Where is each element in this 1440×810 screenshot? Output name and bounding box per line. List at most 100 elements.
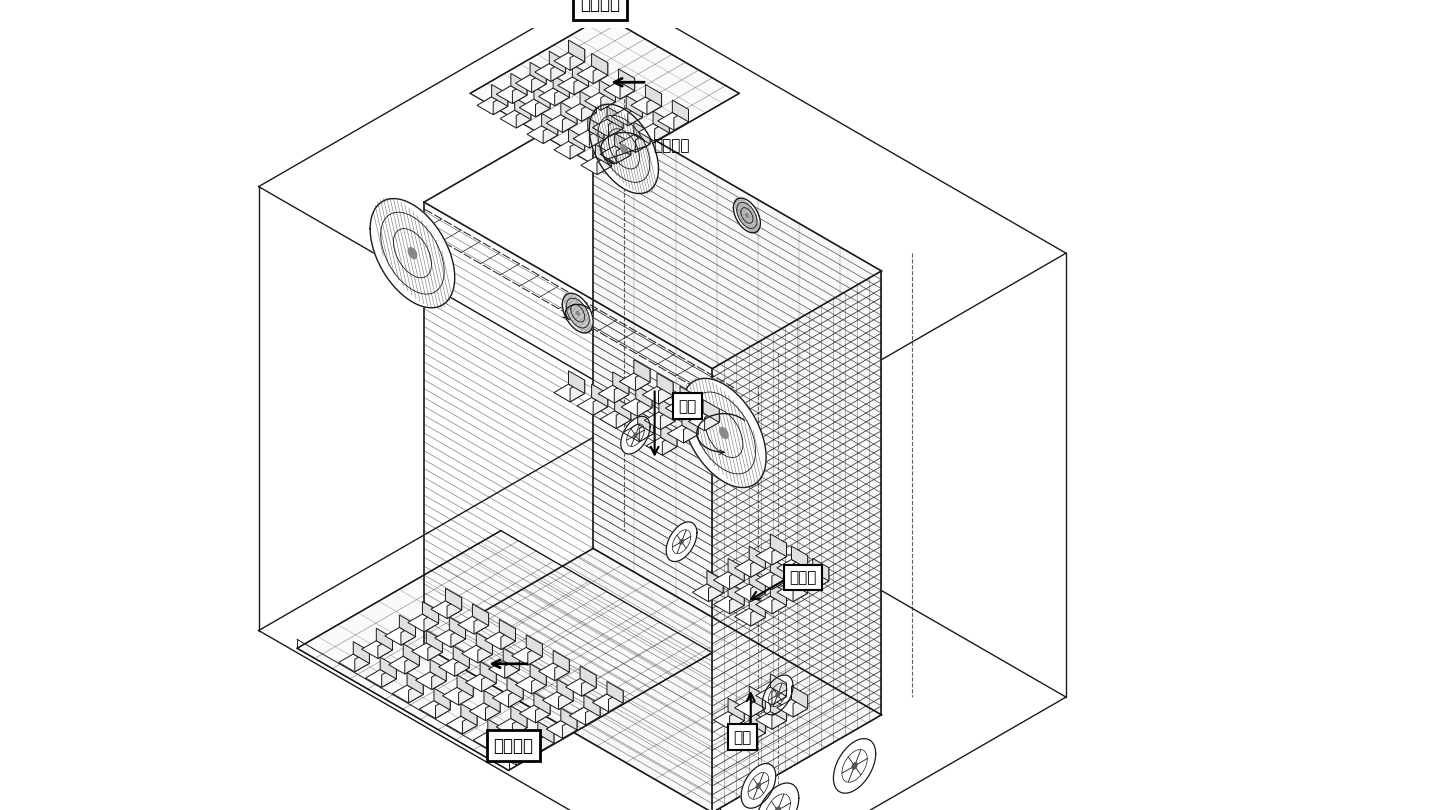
Polygon shape [409,682,423,703]
Polygon shape [729,582,744,605]
Polygon shape [589,127,603,148]
Polygon shape [504,658,520,679]
Polygon shape [462,713,477,734]
Polygon shape [619,134,649,152]
Polygon shape [756,783,799,810]
Polygon shape [778,584,808,602]
Text: 製品搬出: 製品搬出 [494,736,533,755]
Polygon shape [446,716,477,734]
Text: 上昇: 上昇 [678,399,697,414]
Polygon shape [539,88,569,106]
Polygon shape [756,596,786,614]
Polygon shape [520,705,550,723]
Polygon shape [492,689,523,707]
Polygon shape [513,83,527,104]
Polygon shape [554,660,569,680]
Polygon shape [569,707,600,725]
Polygon shape [570,139,585,159]
Polygon shape [569,40,585,62]
Polygon shape [593,104,881,715]
Polygon shape [734,560,766,578]
Polygon shape [749,710,766,733]
Polygon shape [422,602,439,624]
Polygon shape [370,198,455,308]
Polygon shape [569,371,585,394]
Polygon shape [793,695,808,717]
Polygon shape [445,588,462,610]
Polygon shape [338,654,370,671]
Polygon shape [560,708,577,730]
Polygon shape [554,384,585,402]
Polygon shape [523,734,554,752]
Polygon shape [516,75,546,92]
Polygon shape [742,764,776,808]
Polygon shape [636,386,652,408]
Polygon shape [472,604,488,625]
Polygon shape [621,416,649,454]
Polygon shape [531,71,546,92]
Polygon shape [582,100,596,122]
Polygon shape [569,129,585,151]
Polygon shape [416,671,446,689]
Polygon shape [655,121,670,141]
Polygon shape [575,74,589,95]
Polygon shape [297,531,713,770]
Polygon shape [393,685,423,703]
Polygon shape [426,630,442,652]
Polygon shape [730,568,744,590]
Polygon shape [449,617,465,639]
Polygon shape [500,620,516,642]
Polygon shape [707,570,723,593]
Polygon shape [730,592,744,614]
Polygon shape [514,98,531,120]
Polygon shape [681,378,766,488]
Polygon shape [770,534,786,556]
Polygon shape [713,271,881,810]
Polygon shape [772,568,786,590]
Polygon shape [534,64,566,81]
Polygon shape [539,663,569,680]
Polygon shape [852,763,857,770]
Polygon shape [514,735,531,757]
Polygon shape [596,144,612,166]
Polygon shape [446,598,462,619]
Polygon shape [480,662,497,684]
Polygon shape [552,61,566,81]
Polygon shape [526,635,543,657]
Polygon shape [572,65,589,87]
Polygon shape [527,126,557,143]
Polygon shape [382,667,396,688]
Polygon shape [431,659,446,681]
Polygon shape [749,595,766,618]
Polygon shape [756,548,786,565]
Polygon shape [684,421,698,443]
Polygon shape [683,411,698,434]
Polygon shape [400,625,416,645]
Polygon shape [609,691,624,712]
Polygon shape [733,198,760,232]
Polygon shape [553,650,569,672]
Polygon shape [770,582,786,605]
Polygon shape [730,707,744,729]
Polygon shape [583,695,600,717]
Polygon shape [772,592,786,614]
Polygon shape [603,81,635,99]
Polygon shape [615,398,631,420]
Polygon shape [628,105,642,126]
Polygon shape [734,608,766,626]
Polygon shape [455,655,469,676]
Polygon shape [608,681,624,703]
Polygon shape [516,676,546,694]
Polygon shape [680,539,684,544]
Polygon shape [713,711,744,729]
Polygon shape [431,601,462,619]
Polygon shape [432,669,446,689]
Polygon shape [439,659,469,676]
Polygon shape [812,558,829,581]
Polygon shape [376,629,393,650]
Polygon shape [635,369,649,390]
Polygon shape [708,580,723,602]
Polygon shape [454,646,469,667]
Polygon shape [593,62,608,83]
Polygon shape [645,84,661,106]
